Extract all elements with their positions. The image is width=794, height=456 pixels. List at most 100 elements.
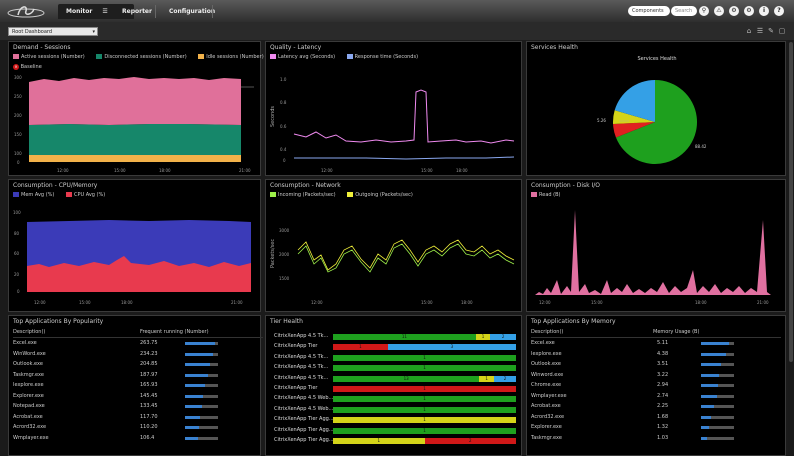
health-segment[interactable]: 3 (387, 344, 516, 351)
column-header[interactable]: Description() (13, 329, 46, 335)
table-row[interactable]: Winword.exe 3.22 (531, 371, 781, 379)
health-segment[interactable]: 1 (475, 334, 491, 340)
menu-icon[interactable]: ☰ (102, 8, 108, 15)
pie-slice[interactable] (615, 80, 697, 164)
health-segment[interactable]: 1 (333, 417, 516, 424)
search-input[interactable]: Search (671, 6, 697, 16)
legend-item[interactable]: Response time (Seconds) (346, 54, 418, 60)
tier-label[interactable]: CitrixXenApp 4.5 Web... (274, 405, 334, 412)
table-row[interactable]: Explorer.exe 1.32 (531, 423, 781, 431)
table-row[interactable]: Wmplayer.exe 2.74 (531, 392, 781, 400)
legend-item[interactable]: Disconnected sessions (Number) (96, 54, 187, 60)
health-segment[interactable]: 1 (333, 365, 516, 372)
home-icon[interactable]: ⌂ (746, 27, 752, 35)
health-segment[interactable]: 1 (333, 344, 388, 351)
legend-item[interactable]: Mem Avg (%) (13, 192, 54, 198)
help-icon[interactable]: ? (774, 6, 784, 16)
tab-configuration[interactable]: Configuration (169, 8, 216, 15)
health-segment[interactable]: 13 (333, 375, 480, 382)
tier-health-bar[interactable]: 1 (333, 386, 516, 392)
table-row[interactable]: WinWord.exe 234.23 (13, 350, 263, 358)
tier-health-bar[interactable]: 13 1 2 (333, 375, 516, 382)
list-icon[interactable]: ☰ (756, 27, 764, 35)
health-segment[interactable]: 1 (333, 427, 516, 434)
tier-health-bar[interactable]: 1 (333, 406, 516, 413)
health-segment[interactable]: 1 (333, 396, 516, 403)
health-segment[interactable]: 1 (333, 386, 516, 392)
tier-label[interactable]: CitrixXenApp 4.5 Web... (274, 395, 334, 402)
pie-slice[interactable] (613, 110, 655, 124)
table-row[interactable]: Notepad.exe 133.45 (13, 402, 263, 410)
health-segment[interactable]: 1 (333, 406, 516, 413)
tier-label[interactable]: CitrixXenApp 4.5 Tk... (274, 353, 329, 360)
info-icon[interactable]: i (759, 6, 769, 16)
column-header[interactable]: Memory Usage (B) (653, 329, 700, 335)
tier-label[interactable]: CitrixXenApp 4.5 Tk... (274, 333, 329, 339)
legend-item[interactable]: Latency avg (Seconds) (270, 54, 335, 60)
tier-health-bar[interactable]: 11 1 2 (333, 334, 516, 340)
baseline-legend[interactable]: × Baseline (13, 64, 42, 70)
table-row[interactable]: Excel.exe 263.75 (13, 339, 263, 347)
dashboard-select[interactable]: Root Dashboard ▾ (8, 27, 98, 36)
tier-label[interactable]: CitrixXenApp Tier Agg... (274, 416, 334, 423)
tools-icon[interactable]: ⚙ (729, 6, 739, 16)
tier-label[interactable]: CitrixXenApp Tier Agg... (274, 426, 334, 433)
tier-health-bar[interactable]: 1 (333, 396, 516, 403)
edit-icon[interactable]: ✎ (768, 27, 774, 35)
search-scope-select[interactable]: Components ▾ (628, 6, 670, 24)
legend-item[interactable]: Outgoing (Packets/sec) (347, 192, 413, 198)
table-row[interactable]: Chrome.exe 2.94 (531, 381, 781, 389)
table-row[interactable]: Acrord32.exe 110.20 (13, 423, 263, 431)
tier-health-bar[interactable]: 1 (333, 427, 516, 434)
table-row[interactable]: Taskmgr.exe 187.97 (13, 371, 263, 379)
table-row[interactable]: Explorer.exe 145.45 (13, 392, 263, 400)
table-row[interactable]: Acrobat.exe 117.70 (13, 413, 263, 421)
table-row[interactable]: Iexplore.exe 165.93 (13, 381, 263, 389)
page-scrollbar[interactable] (788, 40, 794, 456)
tier-label[interactable]: CitrixXenApp Tier (274, 385, 318, 391)
health-segment[interactable]: 1 (479, 375, 495, 382)
legend-item[interactable]: Read (B) (531, 192, 560, 198)
health-segment[interactable]: 11 (333, 334, 476, 340)
search-icon[interactable]: ⚲ (699, 6, 709, 16)
tab-monitor[interactable]: Monitor ☰ (58, 4, 134, 19)
tier-health-bar[interactable]: 1 (333, 354, 516, 361)
row-value: 165.93 (140, 382, 158, 388)
pie-slice[interactable] (613, 122, 655, 138)
row-label: Explorer.exe (531, 424, 562, 430)
tab-reporter[interactable]: Reporter (122, 8, 152, 15)
column-header[interactable]: Description() (531, 329, 564, 335)
pie-slice[interactable] (614, 80, 655, 122)
health-segment[interactable]: 2 (490, 334, 516, 340)
table-row[interactable]: Outlook.exe 3.51 (531, 360, 781, 368)
table-row[interactable]: Iexplore.exe 4.38 (531, 350, 781, 358)
tier-label[interactable]: CitrixXenApp 4.5 Tk... (274, 374, 329, 381)
x-tick-label: 15:00 (114, 168, 126, 173)
table-row[interactable]: Acrord32.exe 1.68 (531, 413, 781, 421)
table-row[interactable]: Wmplayer.exe 106.4 (13, 434, 263, 442)
health-segment[interactable]: 2 (494, 375, 516, 382)
table-row[interactable]: Acrobat.exe 2.25 (531, 402, 781, 410)
fullscreen-icon[interactable]: ▢ (778, 27, 786, 35)
alert-icon[interactable]: ⚠ (714, 6, 724, 16)
health-segment[interactable]: 2 (424, 438, 516, 444)
health-segment[interactable]: 1 (333, 354, 516, 361)
legend-item[interactable]: Active sessions (Number) (13, 54, 85, 60)
legend-item[interactable]: Incoming (Packets/sec) (270, 192, 336, 198)
column-header[interactable]: Frequent running (Number) (140, 329, 209, 335)
tier-health-bar[interactable]: 1 (333, 365, 516, 372)
health-segment[interactable]: 1 (333, 438, 425, 444)
tier-label[interactable]: CitrixXenApp Tier (274, 343, 318, 350)
settings-icon[interactable]: ⚙ (744, 6, 754, 16)
table-row[interactable]: Excel.exe 5.11 (531, 339, 781, 347)
scrollbar-thumb[interactable] (789, 42, 793, 362)
legend-item[interactable]: CPU Avg (%) (65, 192, 105, 198)
table-row[interactable]: Taskmgr.exe 1.03 (531, 434, 781, 442)
tier-label[interactable]: CitrixXenApp 4.5 Tk... (274, 364, 329, 371)
tier-health-bar[interactable]: 1 (333, 417, 516, 424)
tier-label[interactable]: CitrixXenApp Tier Agg... (274, 437, 334, 443)
table-row[interactable]: Outlook.exe 204.85 (13, 360, 263, 368)
legend-item[interactable]: Idle sessions (Number) (198, 54, 264, 60)
